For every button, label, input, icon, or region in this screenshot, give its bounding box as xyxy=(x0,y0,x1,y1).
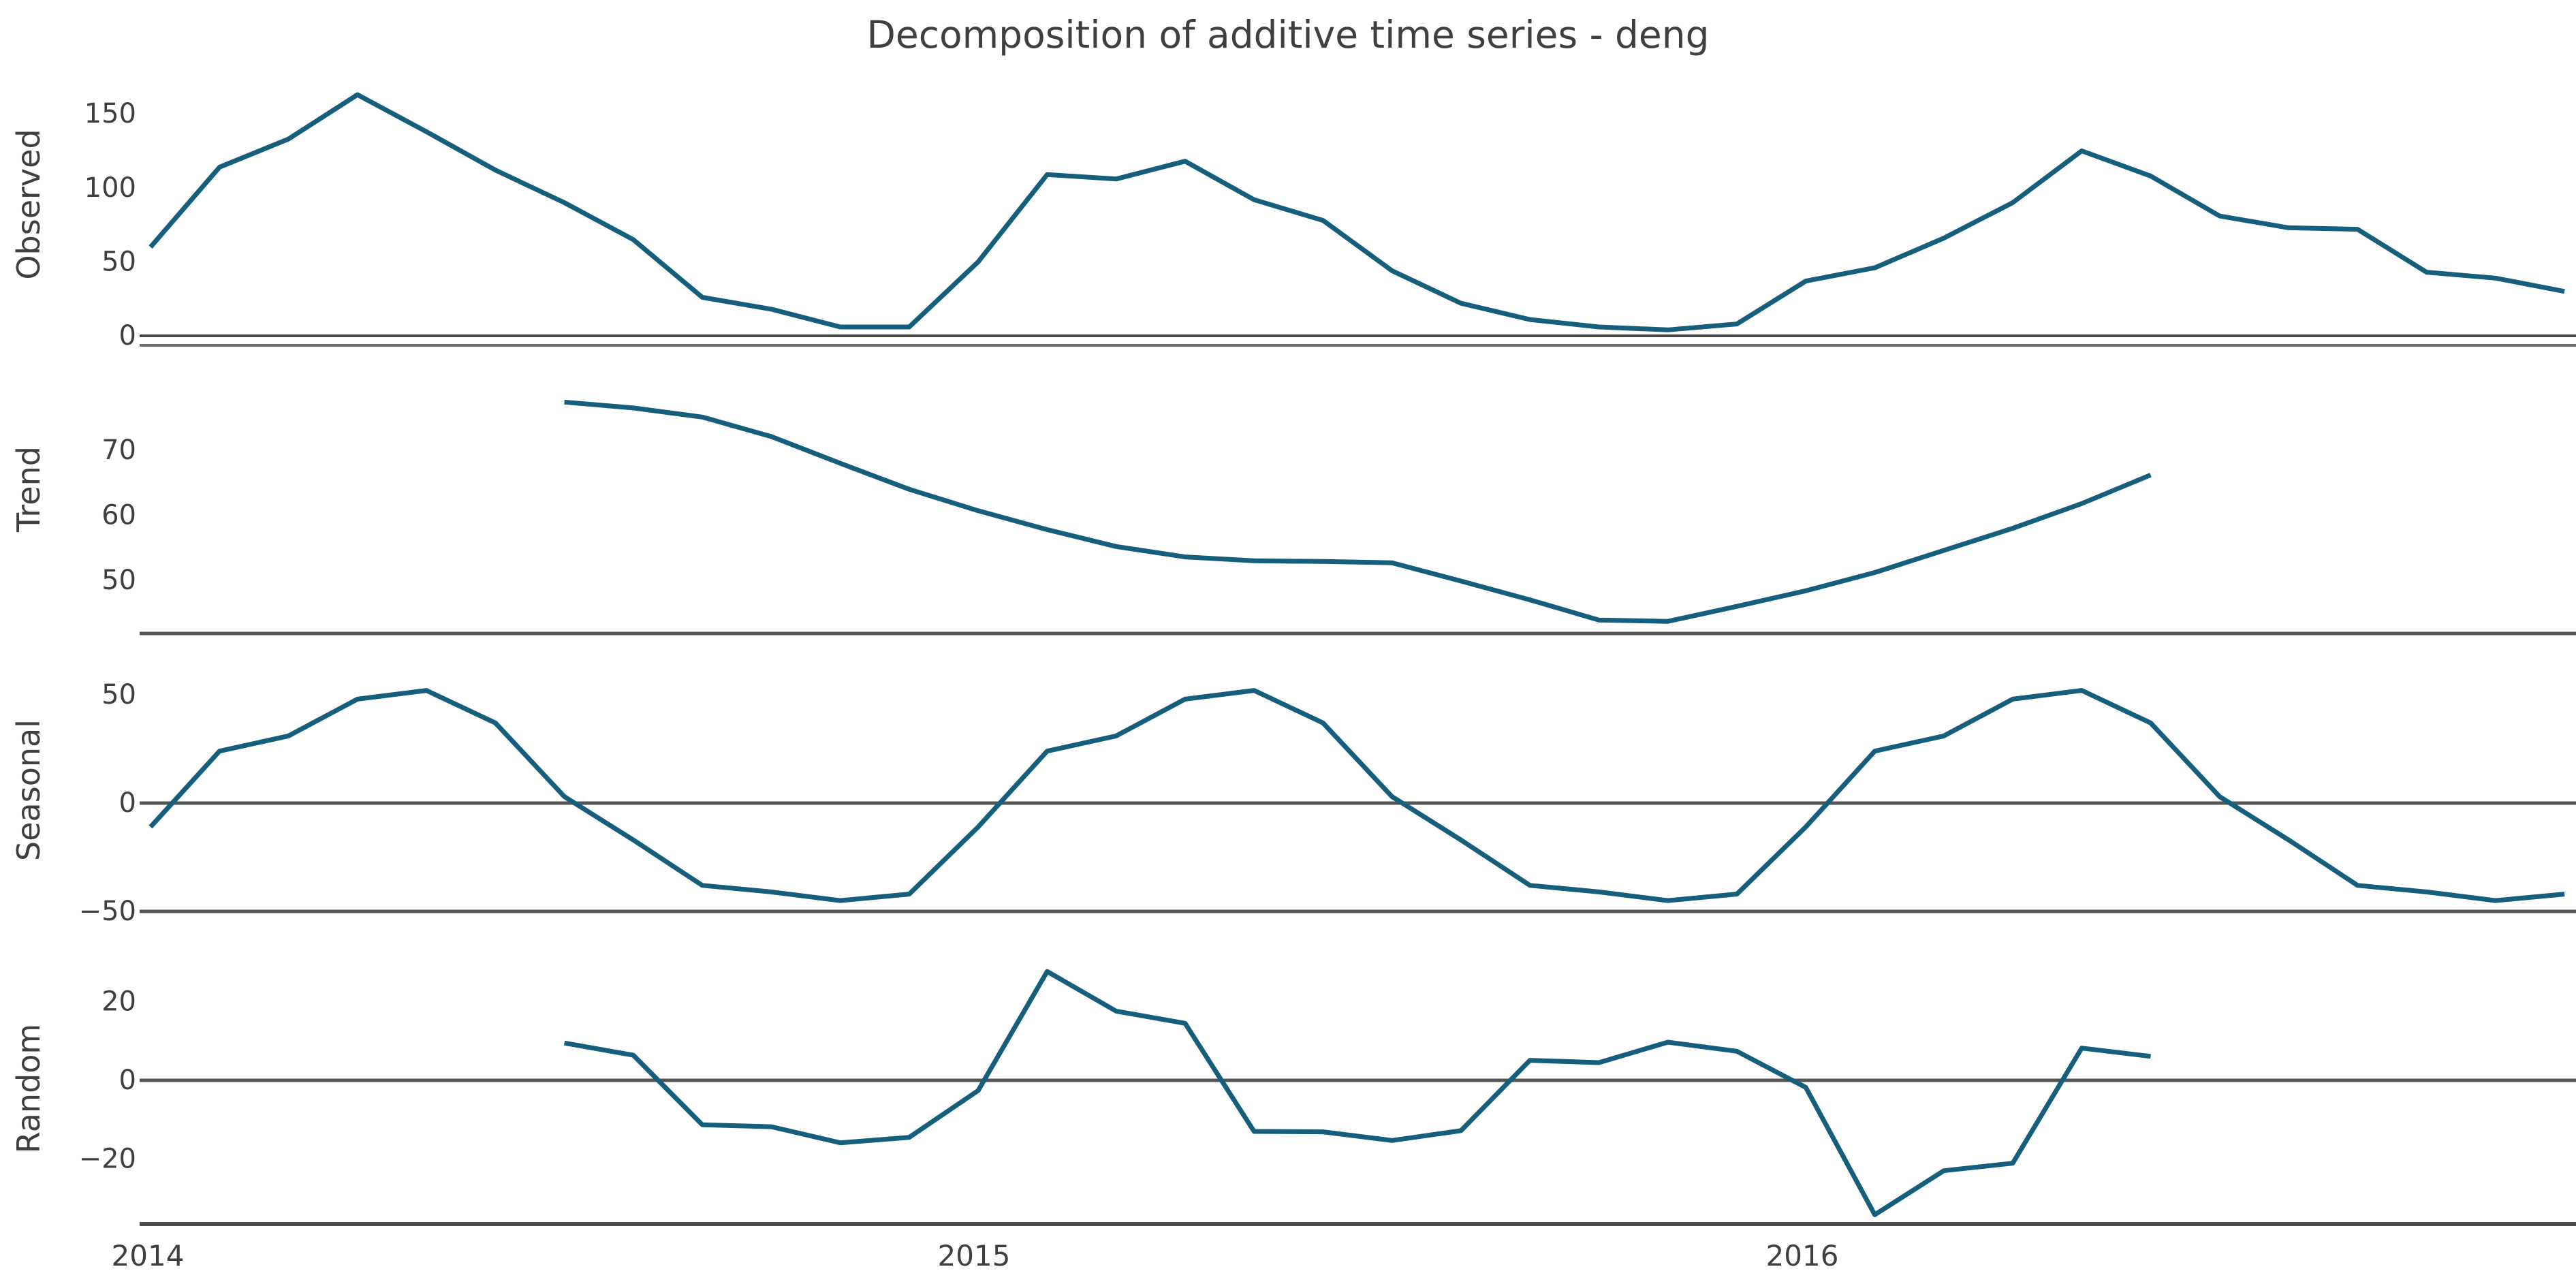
random-ytick-20: 20 xyxy=(101,986,136,1018)
random-ytick--20: −20 xyxy=(79,1143,136,1174)
random-series-line xyxy=(563,969,2151,1217)
x-tick-2014: 2014 xyxy=(112,1239,185,1272)
observed-ytick-50: 50 xyxy=(101,246,136,277)
panel-label-trend: Trend xyxy=(10,446,47,533)
seasonal-ytick-50: 50 xyxy=(101,679,136,710)
x-tick-2016: 2016 xyxy=(1766,1239,1839,1272)
seasonal-series-line xyxy=(148,688,2565,903)
random-ytick-0: 0 xyxy=(119,1065,136,1096)
trend-series-line xyxy=(564,399,2152,624)
observed-ytick-100: 100 xyxy=(84,172,136,204)
panel-label-observed: Observed xyxy=(10,129,47,279)
chart-title: Decomposition of additive time series - … xyxy=(867,13,1710,57)
seasonal-ytick-0: 0 xyxy=(119,787,136,819)
observed-series-line xyxy=(148,92,2565,332)
trend-ytick-50: 50 xyxy=(101,565,136,596)
seasonal-ytick--50: −50 xyxy=(79,896,136,927)
panel-label-random: Random xyxy=(10,1024,47,1153)
trend-ytick-60: 60 xyxy=(101,500,136,531)
trend-ytick-70: 70 xyxy=(101,435,136,466)
observed-ytick-0: 0 xyxy=(119,320,136,351)
panel-label-seasonal: Seasonal xyxy=(10,719,47,861)
observed-ytick-150: 150 xyxy=(84,98,136,129)
x-tick-2015: 2015 xyxy=(938,1239,1011,1272)
